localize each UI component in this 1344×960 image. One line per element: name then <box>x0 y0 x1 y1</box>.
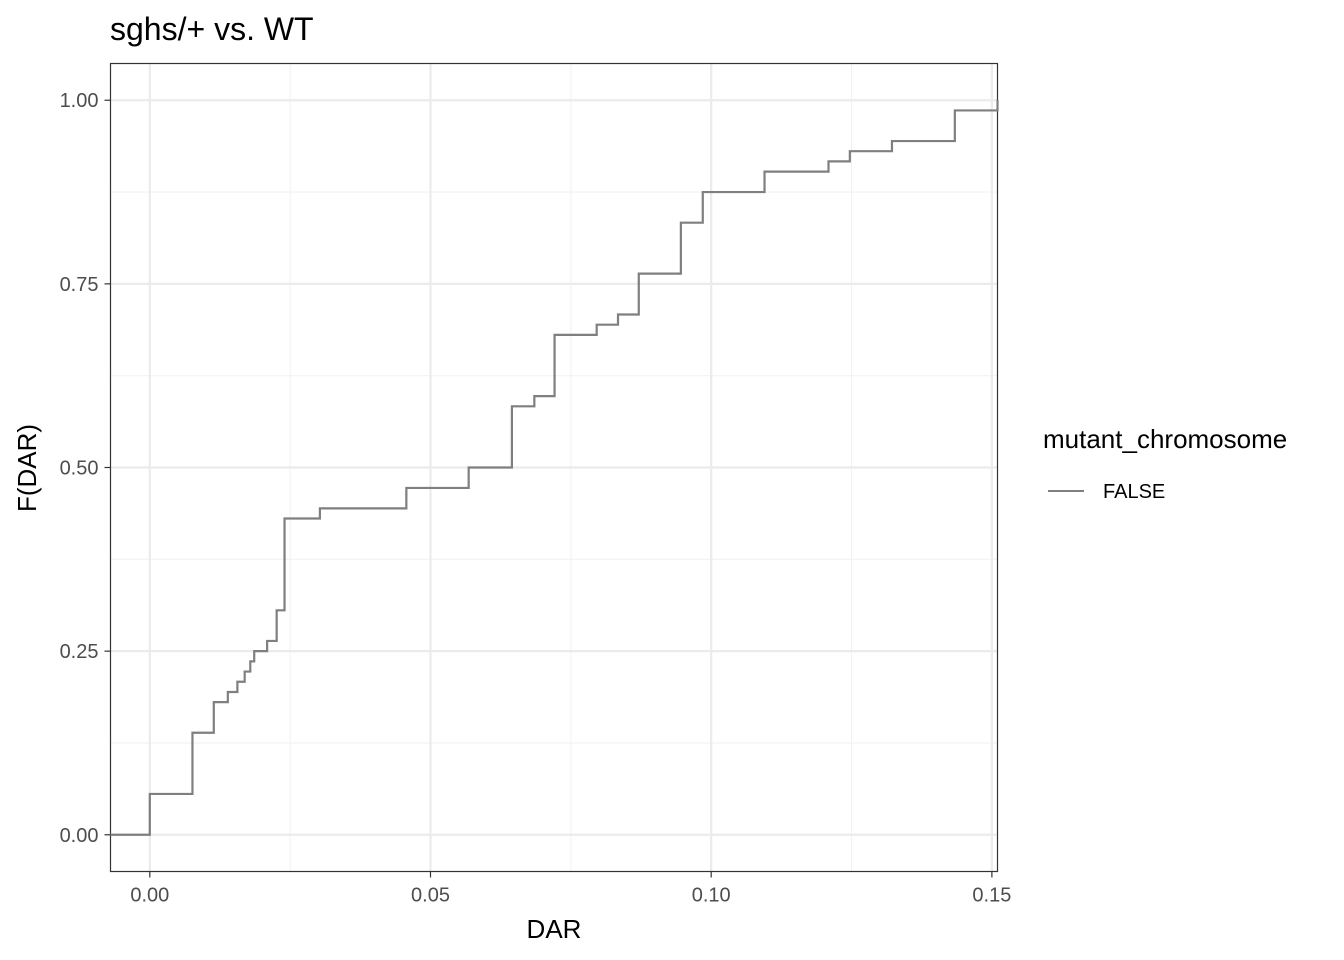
y-tick-label: 1.00 <box>60 90 99 112</box>
gridlines <box>110 63 998 872</box>
y-tick-label: 0.00 <box>60 825 99 847</box>
x-tick-label: 0.05 <box>411 885 450 907</box>
series-layer <box>110 100 999 836</box>
x-axis-ticks: 0.00 0.05 0.10 0.15 <box>130 871 1011 907</box>
x-axis-title: DAR <box>527 914 582 944</box>
x-tick-label: 0.00 <box>130 885 169 907</box>
ecdf-step-line-false <box>110 100 999 836</box>
x-tick-label: 0.15 <box>972 885 1011 907</box>
y-tick-label: 0.25 <box>60 641 99 663</box>
y-axis-ticks: 0.00 0.25 0.50 0.75 1.00 <box>60 90 111 847</box>
x-tick-label: 0.10 <box>692 885 731 907</box>
legend: mutant_chromosome FALSE <box>1043 424 1287 503</box>
y-axis-title: F(DAR) <box>12 424 42 512</box>
y-tick-label: 0.50 <box>60 458 99 480</box>
chart-title: sghs/+ vs. WT <box>110 11 314 47</box>
y-tick-label: 0.75 <box>60 274 99 296</box>
legend-label-false: FALSE <box>1103 481 1165 503</box>
legend-title: mutant_chromosome <box>1043 424 1287 454</box>
